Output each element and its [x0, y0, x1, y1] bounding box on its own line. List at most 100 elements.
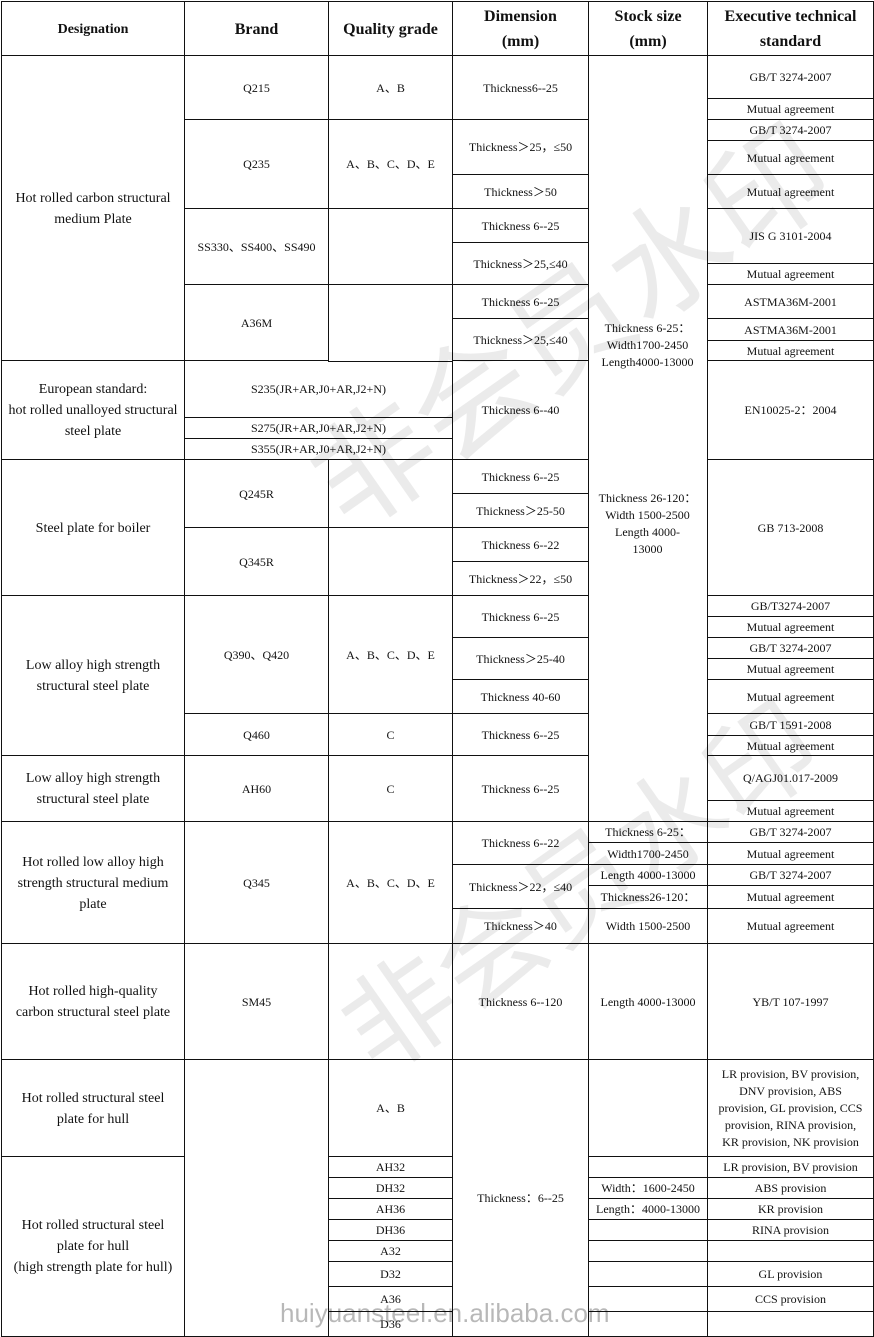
standard-cell-text: GB/T 3274-2007 — [749, 123, 832, 137]
standard-cell-text: Mutual agreement — [746, 919, 835, 933]
designation-cell: Hot rolled structural steel plate for hu… — [1, 1059, 185, 1158]
dimension-cell: Thickness＞50 — [452, 174, 589, 210]
grade-cell: C — [328, 755, 453, 823]
dimension-cell: Thickness＞40 — [452, 908, 589, 945]
grade-cell-text: D32 — [380, 1267, 401, 1281]
standard-cell-text: GB/T 3274-2007 — [749, 868, 832, 882]
brand-cell-text: SM45 — [241, 994, 272, 1009]
designation-cell-text: Hot rolled high-quality carbon structura… — [15, 984, 171, 1020]
dimension-cell: Thickness 6--120 — [452, 943, 589, 1061]
grade-cell-text: A、B、C、D、E — [346, 647, 435, 662]
dimension-cell-text: Thickness 6--40 — [481, 403, 560, 417]
grade-cell-text: D36 — [380, 1316, 401, 1331]
dimension-cell-text: Thickness 6--25 — [481, 781, 560, 796]
stock-cell-text: Length 4000-13000 — [600, 994, 696, 1009]
stock-cell-text: Length 4000-13000 — [600, 868, 696, 882]
dimension-cell: Thickness 40-60 — [452, 679, 589, 715]
brand-cell-text: Q215 — [243, 80, 270, 95]
grade-cell — [328, 208, 453, 286]
stock-cell: Length 4000-13000 — [588, 864, 708, 887]
standard-cell: Mutual agreement — [707, 735, 874, 757]
standard-cell: GB/T 3274-2007 — [707, 637, 874, 660]
brand-cell: Q345R — [184, 527, 329, 597]
stock-cell — [588, 1059, 708, 1158]
designation-cell: Steel plate for boiler — [1, 459, 185, 597]
standard-cell-text: LR provision, BV provision — [723, 1160, 858, 1174]
grade-cell — [328, 527, 453, 597]
stock-cell — [588, 1261, 708, 1288]
standard-cell-text: Mutual agreement — [746, 184, 835, 199]
grade-cell: A、B、C、D、E — [328, 595, 453, 715]
stock-cell — [588, 1156, 708, 1179]
standard-cell: GB/T 3274-2007 — [707, 864, 874, 887]
brand-cell-text: Q345R — [239, 554, 274, 569]
header-standard-text: Executive technical standard — [724, 8, 857, 50]
dimension-cell: Thickness＞25-40 — [452, 637, 589, 681]
standard-cell-text: Mutual agreement — [746, 267, 835, 281]
dimension-cell-text: Thickness＞25-50 — [476, 503, 565, 518]
grade-cell-text: DH32 — [375, 1181, 406, 1195]
dimension-cell-text: Thickness：6--25 — [477, 1190, 564, 1205]
grade-cell-text: AH36 — [375, 1202, 406, 1216]
standard-cell: ASTMA36M-2001 — [707, 284, 874, 320]
standard-cell: LR provision, BV provision — [707, 1156, 874, 1179]
standard-cell: Mutual agreement — [707, 340, 874, 362]
dimension-cell-text: Thickness 6--25 — [481, 218, 560, 233]
standard-cell-text: YB/T 107-1997 — [752, 994, 829, 1009]
stock-cell — [588, 1286, 708, 1313]
grade-cell-text: C — [386, 727, 395, 742]
dimension-cell: Thickness＞22，≤40 — [452, 864, 589, 910]
grade-cell: A、B、C、D、E — [328, 119, 453, 210]
stock-cell-text: Width：1600-2450 — [601, 1181, 695, 1195]
designation-cell-text: Steel plate for boiler — [35, 520, 151, 536]
header-brand-text: Brand — [234, 20, 279, 38]
standard-cell: CCS provision — [707, 1286, 874, 1313]
brand-cell: Q245R — [184, 459, 329, 529]
stock-cell — [588, 1240, 708, 1263]
designation-cell-text: Hot rolled low alloy high strength struc… — [17, 854, 169, 912]
brand-cell: AH60 — [184, 755, 329, 823]
grade-cell-text: A、B、C、D、E — [346, 875, 435, 890]
designation-cell-text: Hot rolled structural steel plate for hu… — [21, 1090, 165, 1127]
dimension-cell-text: Thickness＞50 — [484, 184, 557, 199]
dimension-cell: Thickness 6--25 — [452, 595, 589, 639]
brand-cell — [184, 1059, 329, 1337]
stock-cell-text: Width 1500-2500 — [605, 919, 691, 933]
grade-cell-text: C — [386, 781, 395, 796]
dimension-cell-text: Thickness 6--25 — [481, 469, 560, 484]
designation-cell-text: Hot rolled structural steel plate for hu… — [13, 1218, 173, 1275]
grade-cell: DH36 — [328, 1219, 453, 1242]
standard-cell-text: LR provision, BV provision, DNV provisio… — [718, 1067, 863, 1149]
brand-cell-text: Q460 — [243, 727, 270, 742]
grade-cell-text: A36 — [380, 1292, 401, 1306]
brand-cell-text: A36M — [240, 315, 273, 330]
standard-cell: JIS G 3101-2004 — [707, 208, 874, 265]
dimension-cell: Thickness＞25,≤40 — [452, 318, 589, 362]
brand-cell-text: SS330、SS400、SS490 — [197, 239, 316, 254]
brand-cell: SS330、SS400、SS490 — [184, 208, 329, 286]
standard-cell: GL provision — [707, 1261, 874, 1288]
grade-cell: C — [328, 713, 453, 757]
standard-cell: KR provision — [707, 1198, 874, 1221]
grade-cell: A36 — [328, 1286, 453, 1313]
standard-cell-text: RINA provision — [751, 1223, 829, 1237]
dimension-cell-text: Thickness＞25，≤50 — [468, 140, 573, 154]
dimension-cell-text: Thickness＞22，≤40 — [468, 879, 573, 894]
dimension-cell-text: Thickness＞40 — [484, 919, 557, 933]
designation-cell: Low alloy high strength structural steel… — [1, 755, 185, 823]
dimension-cell-text: Thickness 40-60 — [480, 689, 561, 704]
standard-cell: Mutual agreement — [707, 98, 874, 121]
standard-cell-text: CCS provision — [754, 1292, 826, 1306]
standard-cell-text: Mutual agreement — [746, 150, 835, 165]
standard-cell — [707, 1311, 874, 1337]
dimension-cell: Thickness：6--25 — [452, 1059, 589, 1337]
grade-cell: A、B、C、D、E — [328, 821, 453, 945]
standard-cell-text: Mutual agreement — [746, 620, 835, 634]
dimension-cell-text: Thickness 6--25 — [481, 727, 560, 742]
grade-cell: AH32 — [328, 1156, 453, 1179]
dimension-cell-text: Thickness＞25,≤40 — [473, 332, 568, 347]
brand-cell-text: Q345 — [243, 875, 270, 890]
grade-cell: AH36 — [328, 1198, 453, 1221]
brand-cell: SM45 — [184, 943, 329, 1061]
